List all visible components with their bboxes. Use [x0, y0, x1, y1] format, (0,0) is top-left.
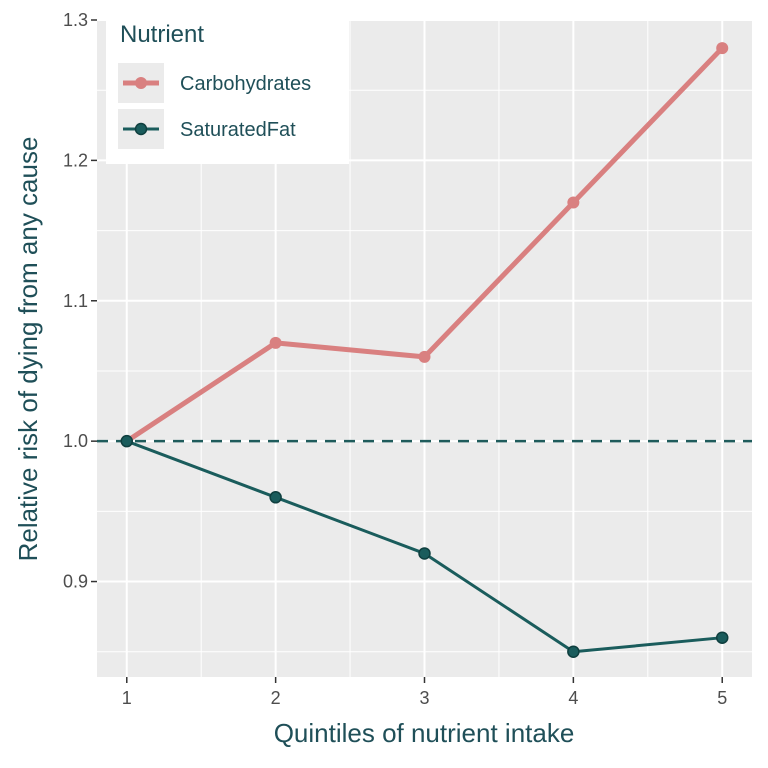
data-point-saturatedfat — [269, 491, 282, 504]
y-tick-label: 1.1 — [63, 291, 88, 311]
x-tick-label: 5 — [717, 688, 727, 708]
y-tick-label: 0.9 — [63, 572, 88, 592]
data-point-carbohydrates — [716, 42, 729, 55]
series-layer — [120, 42, 729, 658]
data-point-carbohydrates — [418, 350, 431, 363]
x-tick-label: 3 — [419, 688, 429, 708]
data-point-saturatedfat — [567, 645, 580, 658]
x-tick-labels: 1 2 3 4 5 — [122, 688, 727, 708]
x-tick-label: 2 — [271, 688, 281, 708]
legend-marker-saturatedfat — [134, 122, 148, 136]
y-tick-labels: 0.9 1.0 1.1 1.2 1.3 — [63, 10, 88, 592]
y-axis-title: Relative risk of dying from any cause — [13, 137, 43, 562]
legend-marker-carbohydrates — [135, 77, 147, 89]
legend-label-saturatedfat: SaturatedFat — [180, 119, 296, 141]
legend-title: Nutrient — [120, 21, 204, 48]
data-point-saturatedfat — [715, 631, 729, 644]
y-tick-label: 1.2 — [63, 150, 88, 170]
data-point-saturatedfat — [120, 434, 134, 448]
legend: Nutrient Carbohydrates SaturatedFat — [106, 14, 349, 164]
data-point-carbohydrates — [269, 336, 282, 349]
y-tick-label: 1.3 — [63, 10, 88, 30]
data-point-saturatedfat — [418, 547, 431, 560]
x-tick-label: 4 — [568, 688, 578, 708]
legend-items: Carbohydrates SaturatedFat — [118, 63, 311, 149]
axis-ticks — [91, 19, 723, 683]
data-point-carbohydrates — [567, 196, 580, 209]
y-tick-label: 1.0 — [63, 431, 88, 451]
x-tick-label: 1 — [122, 688, 132, 708]
x-axis-title: Quintiles of nutrient intake — [274, 718, 575, 748]
legend-label-carbohydrates: Carbohydrates — [180, 73, 311, 95]
